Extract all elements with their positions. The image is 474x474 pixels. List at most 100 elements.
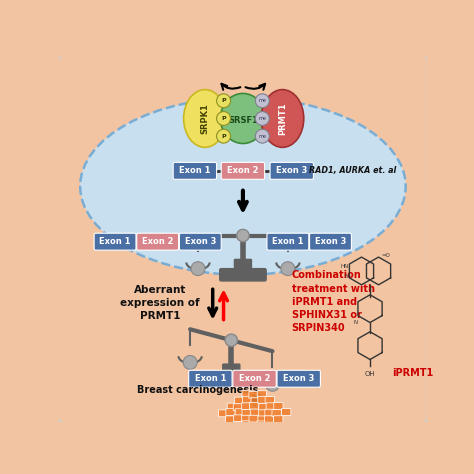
FancyBboxPatch shape (58, 55, 428, 423)
FancyBboxPatch shape (264, 416, 274, 423)
FancyBboxPatch shape (242, 403, 251, 410)
FancyBboxPatch shape (242, 410, 251, 417)
Text: me: me (258, 134, 266, 139)
Text: me: me (258, 98, 266, 103)
Text: RAD1, AURKA et. al: RAD1, AURKA et. al (309, 166, 396, 175)
Text: Exon 1: Exon 1 (99, 237, 131, 246)
FancyBboxPatch shape (189, 370, 232, 387)
FancyBboxPatch shape (259, 410, 268, 417)
FancyBboxPatch shape (256, 428, 266, 434)
Text: Exon 1: Exon 1 (272, 237, 304, 246)
Circle shape (281, 262, 295, 275)
FancyBboxPatch shape (274, 402, 283, 410)
Text: SRPK1: SRPK1 (201, 103, 210, 134)
Circle shape (237, 229, 249, 242)
FancyBboxPatch shape (267, 233, 309, 250)
FancyBboxPatch shape (242, 391, 251, 397)
Text: Exon 2: Exon 2 (142, 237, 173, 246)
FancyBboxPatch shape (221, 163, 264, 179)
Text: Exon 3: Exon 3 (315, 237, 346, 246)
FancyBboxPatch shape (233, 370, 276, 387)
Circle shape (225, 334, 237, 346)
Text: Exon 2: Exon 2 (227, 166, 259, 175)
FancyBboxPatch shape (249, 422, 258, 429)
FancyBboxPatch shape (219, 410, 228, 417)
FancyBboxPatch shape (249, 402, 259, 410)
Text: iPRMT1: iPRMT1 (392, 367, 434, 378)
FancyBboxPatch shape (270, 163, 313, 179)
Text: PRMT1: PRMT1 (278, 102, 287, 135)
Text: Exon 1: Exon 1 (179, 166, 210, 175)
Text: Exon 3: Exon 3 (283, 374, 314, 383)
FancyBboxPatch shape (277, 370, 320, 387)
FancyBboxPatch shape (226, 409, 235, 416)
Text: N: N (353, 320, 357, 325)
FancyBboxPatch shape (257, 421, 266, 428)
Text: Breast carcinogenesis: Breast carcinogenesis (137, 384, 258, 394)
FancyBboxPatch shape (258, 396, 267, 403)
Circle shape (183, 356, 197, 369)
Text: N: N (344, 274, 348, 279)
FancyBboxPatch shape (250, 409, 260, 416)
Text: me: me (258, 116, 266, 121)
FancyBboxPatch shape (233, 404, 243, 410)
FancyBboxPatch shape (242, 427, 252, 434)
FancyBboxPatch shape (272, 410, 281, 417)
FancyBboxPatch shape (235, 409, 245, 416)
FancyBboxPatch shape (266, 403, 275, 410)
Circle shape (217, 129, 230, 143)
Text: P: P (221, 134, 226, 139)
Text: Exon 1: Exon 1 (195, 374, 226, 383)
Ellipse shape (183, 90, 226, 147)
FancyBboxPatch shape (137, 233, 179, 250)
FancyBboxPatch shape (310, 233, 351, 250)
Circle shape (217, 111, 230, 126)
Circle shape (191, 262, 205, 275)
FancyBboxPatch shape (219, 269, 266, 281)
FancyBboxPatch shape (227, 403, 237, 410)
FancyBboxPatch shape (258, 416, 267, 423)
Circle shape (255, 129, 269, 143)
FancyBboxPatch shape (249, 415, 258, 422)
Text: =O: =O (382, 253, 391, 258)
Text: SRSF1: SRSF1 (228, 116, 258, 125)
FancyBboxPatch shape (282, 409, 291, 415)
Text: P: P (221, 98, 226, 103)
FancyBboxPatch shape (179, 233, 221, 250)
FancyBboxPatch shape (249, 392, 258, 398)
FancyBboxPatch shape (251, 397, 260, 404)
FancyBboxPatch shape (264, 422, 273, 429)
FancyBboxPatch shape (234, 421, 243, 428)
FancyBboxPatch shape (257, 391, 266, 398)
FancyBboxPatch shape (223, 364, 240, 376)
FancyBboxPatch shape (235, 259, 251, 272)
FancyBboxPatch shape (173, 163, 217, 179)
Text: Exon 3: Exon 3 (276, 166, 308, 175)
Circle shape (217, 94, 230, 108)
FancyBboxPatch shape (208, 374, 255, 386)
FancyBboxPatch shape (249, 428, 259, 435)
FancyBboxPatch shape (242, 396, 252, 403)
FancyBboxPatch shape (259, 403, 268, 410)
Text: Aberrant
expression of
PRMT1: Aberrant expression of PRMT1 (120, 285, 200, 321)
FancyBboxPatch shape (265, 396, 274, 403)
Text: Exon 3: Exon 3 (184, 237, 216, 246)
Ellipse shape (220, 93, 265, 144)
FancyBboxPatch shape (226, 416, 235, 423)
Text: OH: OH (365, 371, 375, 377)
FancyBboxPatch shape (234, 415, 243, 422)
Circle shape (255, 111, 269, 126)
FancyBboxPatch shape (241, 415, 251, 422)
Text: HN: HN (340, 264, 348, 269)
Ellipse shape (80, 98, 406, 275)
Text: Exon 2: Exon 2 (239, 374, 270, 383)
Text: Combination
treatment with
iPRMT1 and
SPHINX31 or
SRPIN340: Combination treatment with iPRMT1 and SP… (292, 270, 375, 333)
FancyBboxPatch shape (273, 416, 283, 423)
Ellipse shape (261, 90, 304, 147)
Text: P: P (221, 116, 226, 121)
FancyBboxPatch shape (235, 397, 244, 404)
Circle shape (265, 377, 280, 391)
FancyBboxPatch shape (265, 409, 274, 416)
FancyBboxPatch shape (242, 421, 252, 428)
FancyBboxPatch shape (94, 233, 136, 250)
